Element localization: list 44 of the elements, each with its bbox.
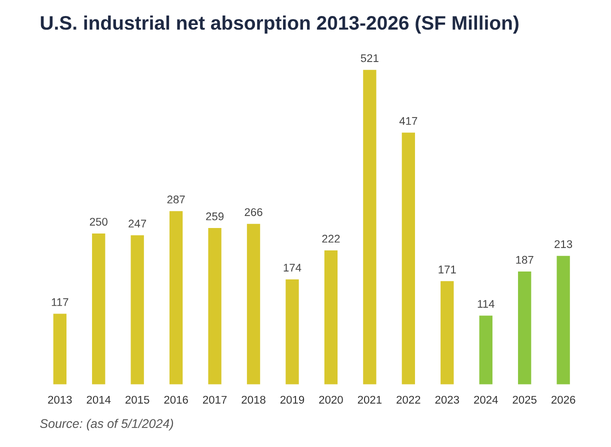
bar [286, 279, 299, 384]
x-tick-label: 2025 [512, 396, 536, 404]
x-tick-label: 2019 [280, 396, 304, 404]
data-label: 266 [244, 208, 262, 216]
bar [246, 224, 260, 384]
data-label: 117 [52, 298, 68, 306]
bar [208, 228, 222, 384]
x-tick-label: 2021 [358, 396, 382, 404]
bar [518, 272, 532, 384]
data-label: 222 [322, 234, 340, 243]
x-tick-label: 2016 [164, 396, 188, 404]
source-note: Source: (as of 5/1/2024) [40, 418, 174, 430]
bar [324, 250, 338, 384]
chart-title: U.S. industrial net absorption 2013-2026 (SF Million) [40, 16, 518, 34]
data-label: 521 [360, 54, 378, 62]
x-tick-label: 2014 [86, 396, 111, 404]
bar [169, 211, 183, 384]
data-label: 259 [206, 212, 224, 220]
bar [402, 132, 416, 384]
data-label: 114 [478, 300, 494, 308]
data-label: 247 [128, 220, 146, 228]
bar [556, 256, 570, 384]
data-label: 187 [516, 256, 534, 264]
x-tick-label: 2015 [126, 396, 150, 404]
data-label: 287 [167, 196, 185, 204]
x-tick-label: 2026 [552, 396, 576, 404]
x-tick-label: 2022 [396, 396, 420, 404]
data-label: 171 [438, 266, 456, 274]
data-label: 213 [554, 240, 572, 248]
bar [479, 316, 492, 384]
bar [130, 235, 144, 384]
bar [363, 70, 376, 384]
x-tick-label: 2013 [48, 396, 72, 404]
data-label: 250 [90, 218, 108, 226]
x-tick-label: 2017 [203, 396, 227, 404]
bar [53, 314, 66, 384]
bar [92, 233, 106, 384]
x-tick-label: 2020 [319, 396, 343, 404]
x-tick-label: 2024 [474, 396, 498, 404]
data-label: 174 [284, 264, 302, 272]
x-tick-label: 2023 [435, 396, 460, 404]
data-label: 417 [399, 117, 418, 125]
bar [440, 281, 454, 384]
x-tick-label: 2018 [242, 396, 266, 404]
